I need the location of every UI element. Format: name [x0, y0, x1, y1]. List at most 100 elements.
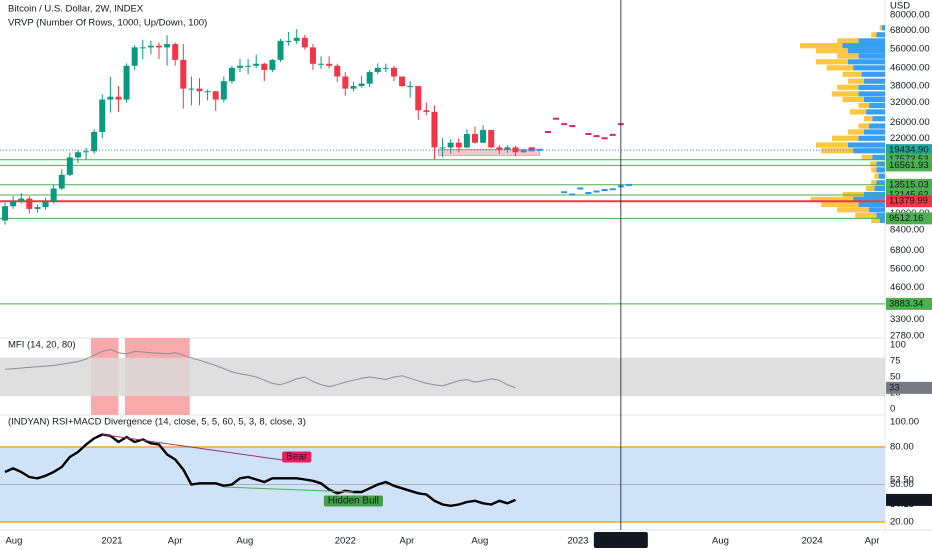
background-layer — [0, 25, 885, 523]
y-tick-label: 80.00 — [890, 442, 914, 453]
candle-body — [164, 44, 171, 48]
y-tick-label: 38000.00 — [890, 81, 930, 92]
volume-profile-down — [858, 123, 870, 129]
candle-body — [293, 37, 300, 41]
volume-profile-up — [858, 38, 885, 44]
volume-profile-down — [858, 102, 870, 109]
candle-body — [512, 147, 519, 153]
candle-body — [504, 147, 511, 150]
candle-body — [431, 111, 438, 148]
volume-profile-up — [876, 32, 885, 38]
y-tick-label: 68000.00 — [890, 25, 930, 36]
candle-body — [50, 188, 57, 202]
volume-profile-down — [865, 185, 875, 192]
indicator-title: (INDYAN) RSI+MACD Divergence (14, close,… — [8, 417, 306, 428]
candle-body — [18, 198, 25, 202]
candle-body — [91, 131, 98, 152]
y-tick-label: 26000.00 — [890, 117, 930, 128]
volume-profile-up — [863, 129, 885, 135]
volume-profile-down — [847, 129, 864, 135]
level-label-box — [886, 178, 932, 191]
volume-profile-up — [853, 65, 885, 71]
volume-profile-down — [800, 43, 843, 49]
indicator-line — [4, 349, 516, 389]
candle-body — [34, 207, 41, 209]
last-value-label: 37.66 — [889, 494, 913, 505]
last-value-label: 33 — [889, 382, 900, 393]
x-tick-label: Aug — [236, 536, 253, 547]
divergence-label: Bear — [286, 452, 308, 463]
volume-profile-up — [878, 173, 885, 179]
volume-profile-down — [879, 25, 882, 31]
volume-profile-up — [874, 185, 885, 192]
candle-body — [326, 63, 333, 66]
candle-body — [42, 201, 49, 208]
volume-profile-up — [861, 71, 885, 77]
x-tick-label: Apr — [400, 536, 415, 547]
candle-body — [496, 147, 503, 150]
level-label: 12145.62 — [889, 190, 929, 201]
level-label: 19434.90 — [889, 145, 929, 156]
y-tick-label: 50 — [890, 371, 901, 382]
candle-body — [66, 157, 73, 175]
candle-body — [2, 206, 9, 221]
candle-body — [390, 67, 397, 77]
x-tick-label: 2021 — [101, 536, 122, 547]
candle-body — [261, 63, 268, 70]
candle-body — [123, 65, 130, 100]
signal-value-label: 34.18 — [890, 499, 914, 510]
candle-body — [220, 81, 227, 100]
volume-profile-up — [858, 53, 885, 59]
x-tick-label: Aug — [5, 536, 22, 547]
volume-profile-up — [869, 123, 885, 129]
y-tick-label: 22000.00 — [890, 133, 930, 144]
volume-profile-down — [831, 91, 859, 97]
y-tick-label: 2780.00 — [890, 330, 924, 341]
volume-profile-down — [849, 109, 866, 115]
y-tick-label: 56000.00 — [890, 44, 930, 55]
candle-body — [399, 76, 406, 87]
candle-body — [366, 72, 373, 84]
volume-profile-down — [815, 48, 848, 54]
volume-profile-down — [855, 212, 877, 219]
y-tick-label: 75 — [890, 355, 901, 366]
candle-body — [342, 76, 349, 89]
candle-body — [180, 59, 187, 89]
candle-body — [480, 129, 487, 143]
x-tick-label: 2023 — [567, 536, 588, 547]
candle-body — [147, 45, 154, 48]
candle-body — [74, 152, 81, 158]
x-tick-label: Aug — [712, 536, 729, 547]
candle-body — [285, 40, 292, 42]
volume-profile-down — [874, 173, 879, 179]
level-label-box — [886, 297, 932, 310]
candle-body — [463, 134, 470, 148]
y-tick-label: 50.00 — [890, 479, 914, 490]
crosshair-label-box — [593, 532, 648, 548]
last-value-label-box — [886, 381, 932, 394]
level-label: 11379.99 — [889, 196, 928, 207]
volume-profile-down — [815, 59, 848, 65]
y-tick-label: 4600.00 — [890, 282, 924, 293]
mark-layer: Bear Hidden Bull — [2, 29, 632, 507]
candle-body — [10, 201, 17, 207]
volume-profile-down — [861, 154, 873, 161]
candle-body — [488, 129, 495, 148]
volume-profile-down — [831, 135, 859, 141]
volume-profile-up — [876, 180, 885, 186]
candle-body — [423, 110, 430, 112]
y-tick-label: 8400.00 — [890, 225, 924, 236]
candle-body — [107, 96, 114, 100]
volume-profile-down — [810, 196, 854, 202]
axis-unit: USD — [890, 1, 910, 12]
candle-body — [245, 65, 252, 67]
candle-body — [269, 59, 276, 70]
volume-profile-down — [842, 96, 864, 103]
y-tick-label: 3300.00 — [890, 314, 924, 325]
candle-body — [83, 151, 90, 153]
y-tick-label: 20.00 — [890, 517, 914, 528]
volume-profile-up — [876, 167, 885, 173]
candle-body — [115, 96, 122, 100]
level-label: 16561.93 — [889, 160, 929, 171]
